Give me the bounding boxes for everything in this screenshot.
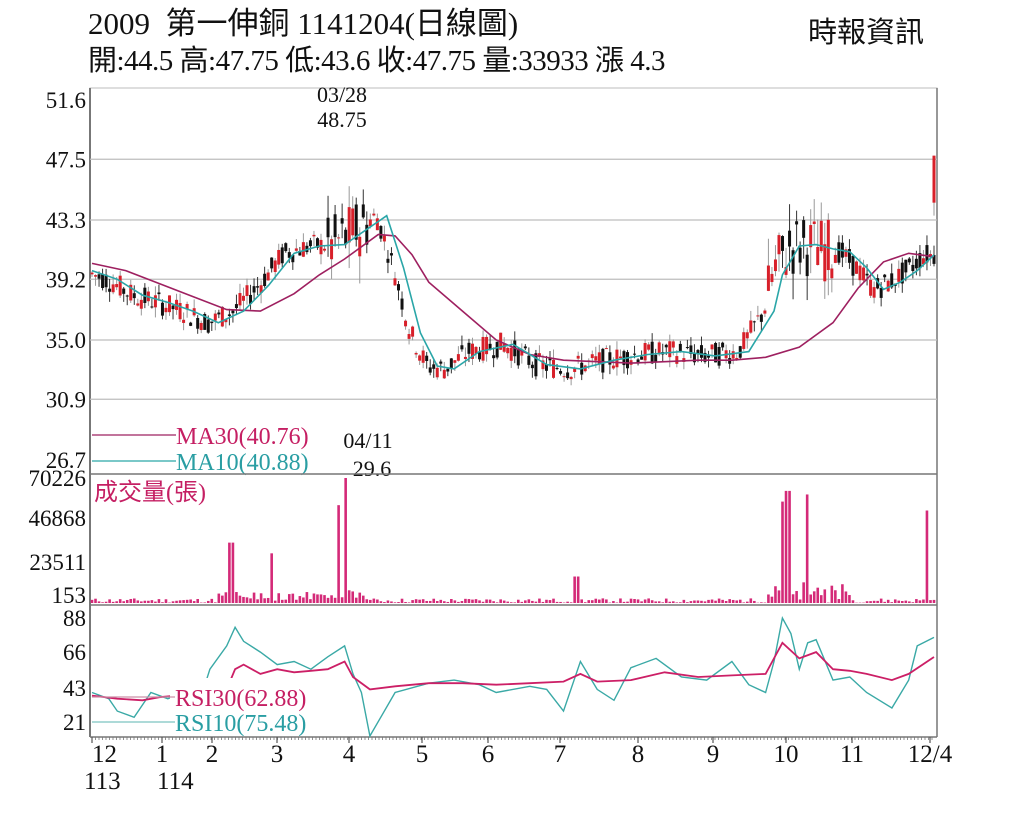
- ma-legend: MA30(40.76) MA10(40.88): [92, 424, 309, 476]
- price-tick-label: 35.0: [46, 328, 86, 353]
- x-tick-label: 5: [416, 741, 429, 768]
- price-tick-label: 47.5: [46, 147, 86, 172]
- volume-tick-label: 46868: [29, 506, 87, 531]
- rsi-tick-label: 43: [63, 676, 86, 701]
- rsi-tick-label: 88: [63, 606, 86, 631]
- price-tick-label: 43.3: [46, 208, 86, 233]
- last-candle: [932, 155, 936, 203]
- svg-text:03/28: 03/28: [317, 82, 367, 107]
- svg-text:04/11: 04/11: [343, 428, 392, 453]
- x-tick-label: 6: [482, 741, 495, 768]
- annotation-low: 04/11 29.6: [343, 428, 392, 481]
- svg-text:RSI30(62.88): RSI30(62.88): [175, 686, 306, 712]
- x-tick-label: 8: [632, 741, 645, 768]
- x-tick-label: 12: [92, 741, 117, 768]
- rsi-panel: 88 66 43 21 RSI30(62.88) RSI10(75.48): [63, 606, 937, 738]
- annotation-high: 03/28 48.75: [317, 82, 367, 132]
- svg-text:成交量(張): 成交量(張): [94, 479, 206, 506]
- quote-summary: 開:44.5 高:47.75 低:43.6 收:47.75 量:33933 漲 …: [88, 45, 666, 77]
- volume-tick-label: 23511: [29, 550, 86, 575]
- x-tick-label: 3: [271, 741, 284, 768]
- price-tick-label: 30.9: [46, 387, 86, 412]
- x-tick-label: 11: [840, 741, 864, 768]
- volume-tick-label: 70226: [29, 466, 87, 491]
- price-panel: 51.6 47.5 43.3 39.2 35.0 30.9 26.7 03/28 48.75…: [46, 82, 938, 737]
- rsi-legend: RSI30(62.88) RSI10(75.48): [92, 678, 310, 737]
- price-tick-label: 39.2: [46, 267, 86, 292]
- volume-panel: 70226 46868 23511 153 成交量(張): [29, 466, 937, 608]
- svg-text:29.6: 29.6: [353, 456, 392, 481]
- year-label: 114: [157, 768, 194, 795]
- volume-tick-label: 153: [52, 583, 87, 608]
- chart-title: 2009 第一伸銅 1141204(日線圖): [88, 6, 519, 41]
- svg-text:MA30(40.76): MA30(40.76): [176, 424, 309, 450]
- svg-text:48.75: 48.75: [317, 107, 367, 132]
- ma30-line: [91, 233, 935, 364]
- year-label: 113: [84, 768, 121, 795]
- x-tick-label: 1: [156, 741, 169, 768]
- x-tick-label: 4: [343, 741, 356, 768]
- rsi-tick-label: 21: [63, 710, 86, 735]
- svg-text:MA10(40.88): MA10(40.88): [176, 450, 309, 476]
- price-tick-label: 26.7: [46, 448, 86, 473]
- x-tick-label: 12/4: [908, 741, 953, 768]
- ma10-line: [91, 214, 935, 370]
- x-tick-label: 7: [554, 741, 567, 768]
- svg-text:RSI10(75.48): RSI10(75.48): [175, 711, 306, 737]
- x-tick-label: 9: [707, 741, 720, 768]
- source-label: 時報資訊: [808, 17, 925, 49]
- price-tick-label: 51.6: [46, 88, 86, 113]
- rsi-tick-label: 66: [63, 640, 86, 665]
- x-tick-label: 2: [206, 741, 219, 768]
- x-tick-label: 10: [774, 741, 799, 768]
